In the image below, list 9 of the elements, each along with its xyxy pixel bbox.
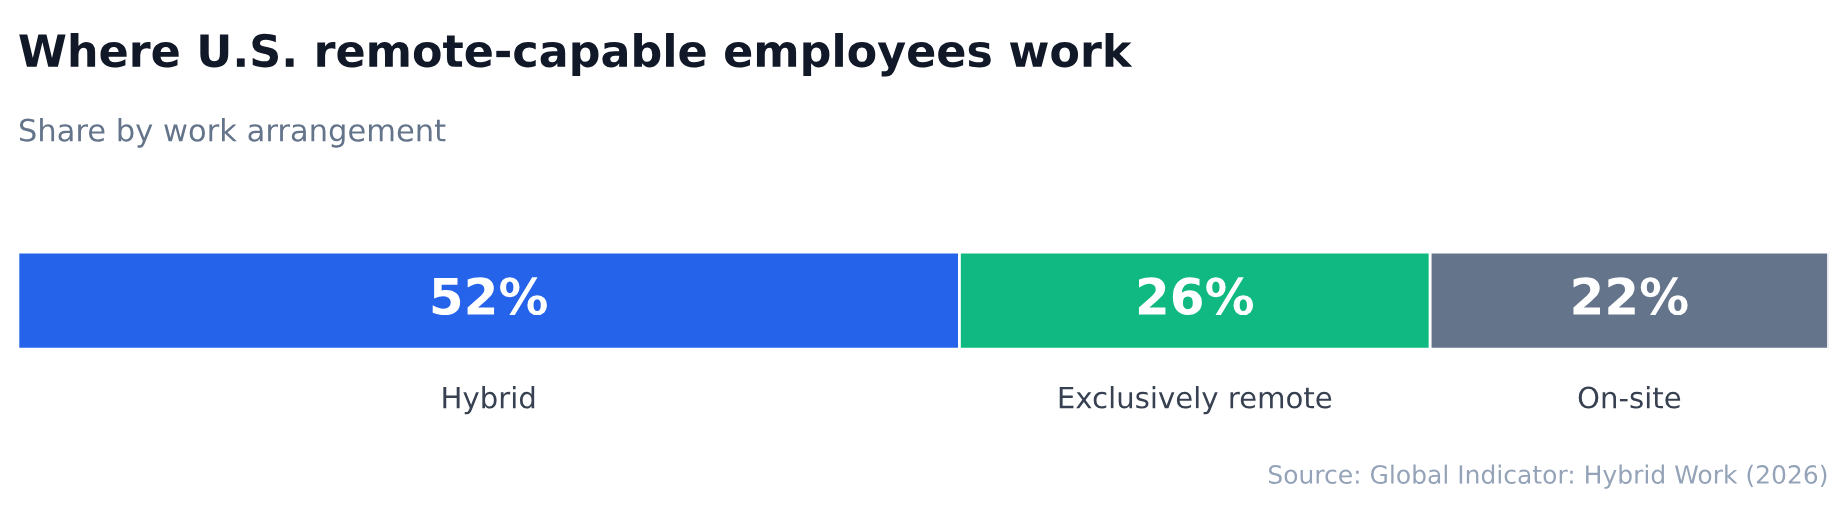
chart-subtitle: Share by work arrangement [19, 118, 446, 148]
series-label: On-site [1578, 386, 1681, 409]
chart-title: Where U.S. remote-capable employees work [19, 33, 1133, 77]
source-note: Source: Global Indicator: Hybrid Work (2026) [1268, 464, 1827, 489]
series-label: Hybrid [443, 386, 535, 415]
data-label: 52% [432, 277, 547, 316]
data-label: 26% [1138, 277, 1254, 316]
data-label: 22% [1573, 277, 1688, 316]
series-label: Exclusively remote [1059, 386, 1332, 415]
